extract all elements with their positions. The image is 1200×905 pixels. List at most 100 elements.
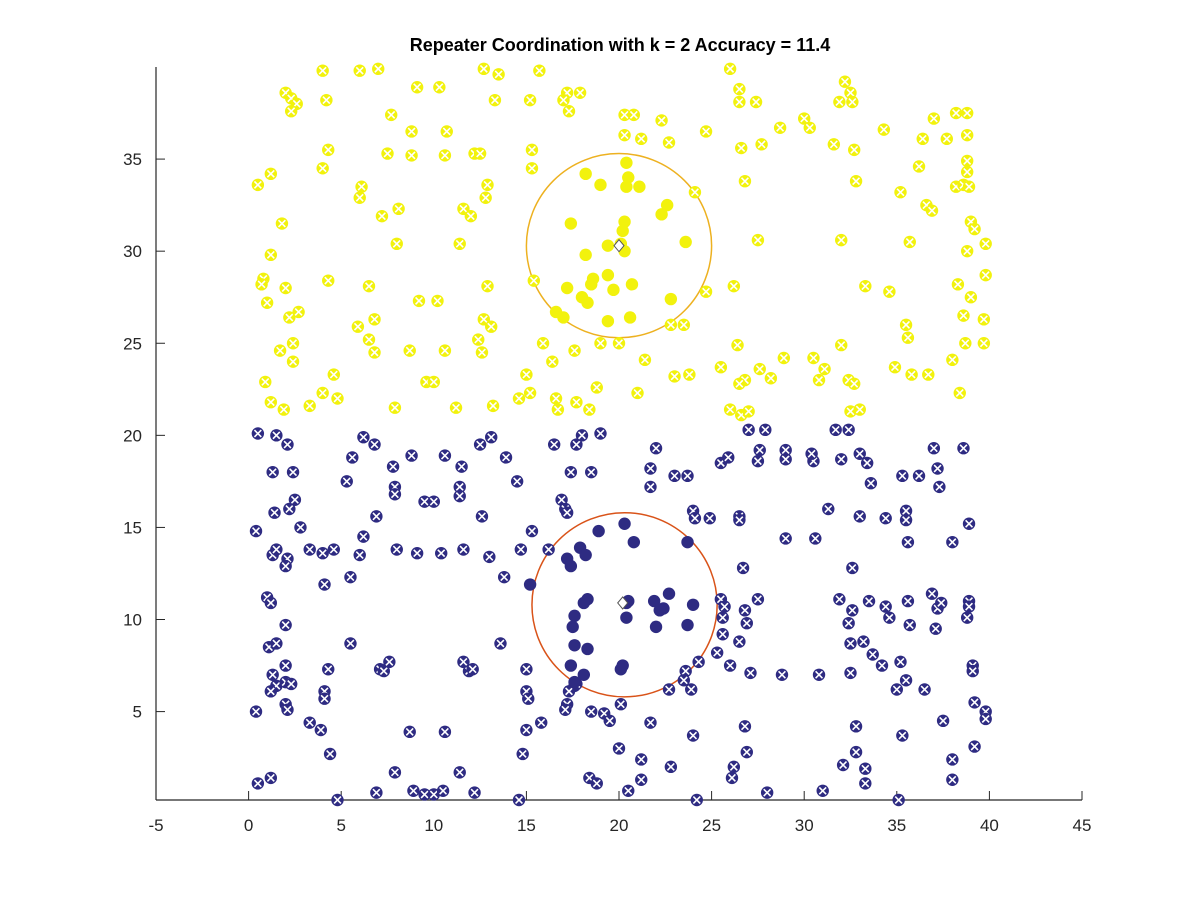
- marker-body: [607, 283, 620, 297]
- point: [288, 493, 302, 507]
- point: [316, 386, 329, 400]
- marker-cross: [266, 687, 275, 696]
- marker-cross: [333, 394, 342, 403]
- point: [936, 714, 950, 728]
- marker-cross: [289, 339, 298, 348]
- point: [481, 279, 494, 293]
- marker-cross: [420, 790, 429, 799]
- marker-cross: [283, 440, 292, 449]
- point: [283, 311, 296, 324]
- point: [322, 143, 335, 157]
- marker-cross: [820, 365, 829, 374]
- marker-cross: [515, 796, 523, 804]
- marker-cross: [879, 125, 888, 134]
- marker-cross: [526, 389, 535, 397]
- marker-cross: [365, 282, 373, 291]
- point: [740, 616, 753, 630]
- point: [662, 683, 676, 696]
- marker-cross: [761, 425, 770, 434]
- marker-cross: [666, 320, 675, 329]
- point: [536, 337, 550, 350]
- point: [520, 368, 533, 381]
- marker-body: [618, 215, 631, 228]
- y-tick-label: 30: [123, 242, 142, 261]
- point: [259, 375, 272, 389]
- marker-cross: [740, 722, 749, 731]
- chart-title: Repeater Coordination with k = 2 Accurac…: [410, 35, 831, 55]
- point: [410, 547, 424, 560]
- marker-cross: [846, 639, 855, 648]
- point: [481, 178, 494, 192]
- marker-cross: [405, 346, 414, 355]
- marker-cross: [439, 786, 448, 795]
- marker-body: [566, 620, 579, 634]
- point: [264, 771, 278, 785]
- marker-cross: [468, 665, 477, 674]
- point: [968, 696, 981, 709]
- point: [625, 278, 639, 291]
- point: [622, 171, 635, 184]
- marker-body: [577, 596, 591, 610]
- marker-cross: [289, 357, 298, 366]
- marker-cross: [729, 762, 738, 771]
- marker-cross: [735, 379, 744, 388]
- point: [931, 462, 944, 475]
- marker-cross: [355, 66, 364, 75]
- point: [883, 611, 896, 624]
- marker-cross: [866, 479, 875, 488]
- point: [477, 62, 491, 76]
- marker-cross: [489, 401, 498, 410]
- point: [249, 705, 263, 718]
- marker-cross: [981, 239, 990, 248]
- point: [833, 593, 846, 606]
- point: [594, 337, 607, 350]
- marker-cross: [850, 379, 859, 388]
- point: [818, 362, 831, 376]
- point: [344, 570, 357, 584]
- point: [655, 114, 668, 127]
- marker-body: [581, 296, 594, 309]
- marker-cross: [928, 589, 936, 598]
- x-tick-label: -5: [148, 816, 163, 835]
- marker-cross: [502, 453, 511, 462]
- marker-cross: [646, 718, 655, 727]
- marker-cross: [726, 405, 735, 414]
- point: [844, 86, 857, 99]
- point: [316, 547, 329, 560]
- point: [277, 403, 290, 416]
- marker-cross: [755, 365, 764, 374]
- marker-cross: [898, 731, 907, 740]
- point: [912, 469, 926, 483]
- point: [566, 620, 579, 634]
- point: [744, 666, 757, 680]
- marker-cross: [320, 580, 329, 589]
- marker-cross: [835, 595, 844, 604]
- point: [736, 561, 750, 575]
- point: [918, 683, 931, 696]
- point: [773, 121, 787, 134]
- marker-body: [616, 224, 629, 238]
- marker-cross: [440, 151, 449, 160]
- point: [570, 438, 583, 451]
- point: [557, 93, 570, 107]
- point: [527, 274, 541, 287]
- marker-cross: [929, 114, 938, 123]
- point: [479, 191, 492, 204]
- point: [497, 570, 511, 584]
- point: [322, 274, 335, 287]
- marker-cross: [496, 639, 505, 648]
- point: [453, 237, 466, 251]
- marker-body: [686, 598, 700, 611]
- point: [438, 344, 452, 357]
- marker-cross: [753, 595, 762, 604]
- marker-cross: [585, 405, 594, 414]
- point: [890, 683, 903, 696]
- marker-cross: [694, 657, 703, 666]
- point: [390, 237, 403, 251]
- x-tick-label: 15: [517, 816, 536, 835]
- point: [723, 62, 737, 76]
- marker-cross: [290, 495, 299, 504]
- marker-cross: [535, 66, 544, 75]
- point: [848, 143, 861, 157]
- point: [579, 167, 592, 181]
